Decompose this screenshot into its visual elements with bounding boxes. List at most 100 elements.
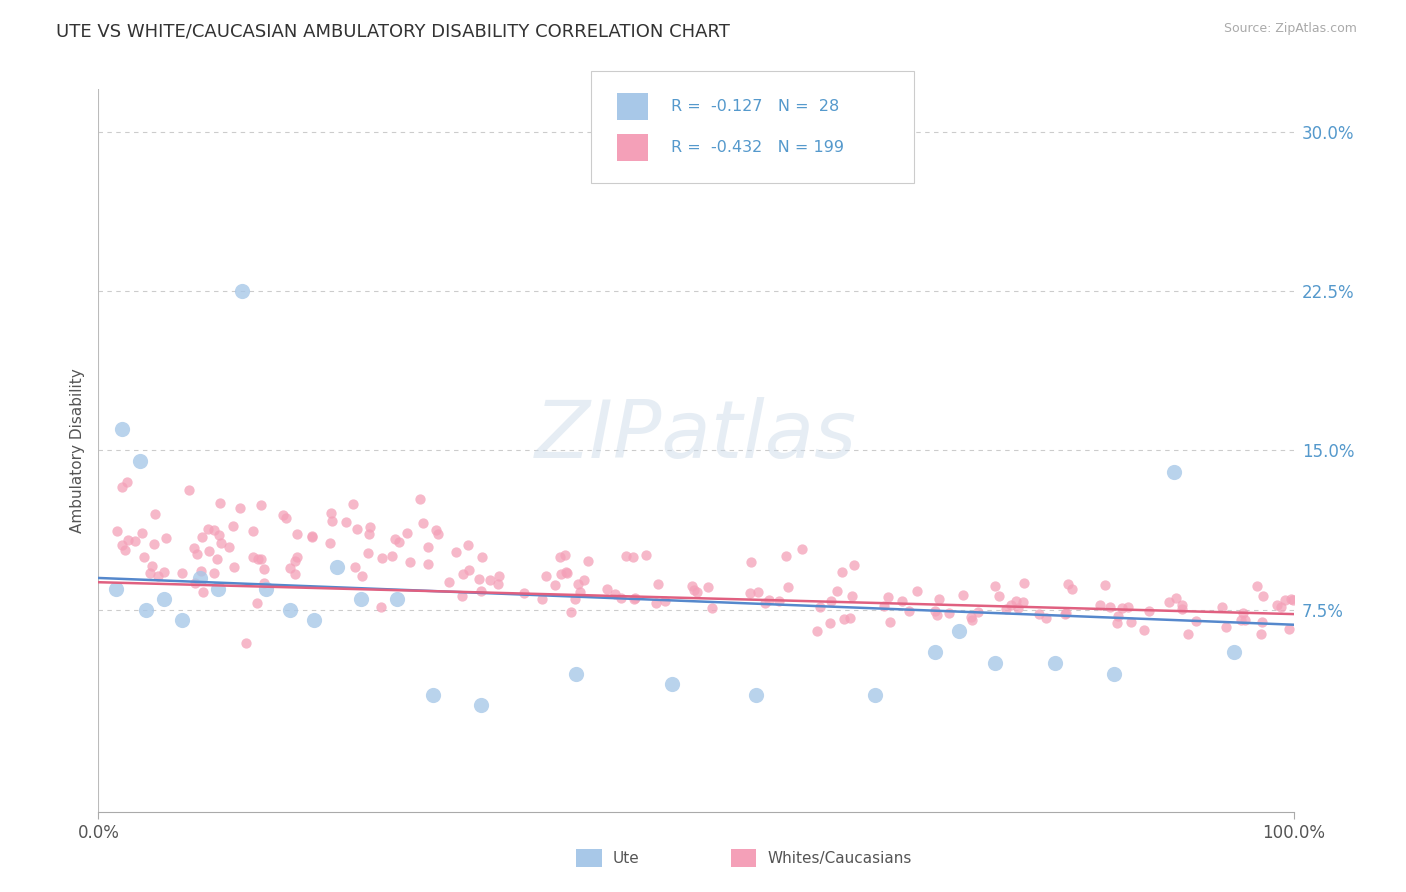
Point	[740, 556, 762, 570]
Point	[938, 606, 960, 620]
Point	[242, 524, 264, 538]
Point	[135, 603, 157, 617]
Point	[285, 549, 308, 564]
Point	[231, 284, 253, 298]
Point	[554, 565, 576, 579]
Point	[318, 536, 340, 550]
Point	[841, 589, 863, 603]
Point	[346, 522, 368, 536]
Point	[1159, 595, 1181, 609]
Point	[184, 575, 207, 590]
Point	[565, 666, 588, 681]
Point	[208, 528, 231, 542]
Point	[222, 519, 245, 533]
Point	[1104, 666, 1126, 681]
Point	[605, 587, 627, 601]
Point	[155, 532, 177, 546]
Point	[395, 526, 418, 541]
Point	[399, 555, 422, 569]
Point	[384, 532, 406, 546]
Point	[425, 523, 447, 537]
Point	[381, 549, 404, 563]
Point	[457, 563, 479, 577]
Point	[879, 615, 901, 629]
Point	[1000, 598, 1022, 612]
Point	[218, 540, 240, 554]
Point	[1137, 604, 1160, 618]
Y-axis label: Ambulatory Disability: Ambulatory Disability	[69, 368, 84, 533]
Point	[1251, 589, 1274, 603]
Point	[1012, 595, 1035, 609]
Point	[409, 491, 432, 506]
Point	[278, 603, 301, 617]
Point	[544, 577, 567, 591]
Point	[139, 566, 162, 581]
Point	[924, 645, 946, 659]
Point	[359, 520, 381, 534]
Point	[115, 475, 138, 490]
Point	[1107, 608, 1129, 623]
Point	[745, 688, 768, 702]
Point	[1185, 614, 1208, 628]
Point	[471, 549, 494, 564]
Point	[555, 566, 578, 580]
Point	[1246, 579, 1268, 593]
Point	[995, 602, 1018, 616]
Point	[1277, 622, 1299, 636]
Point	[768, 594, 790, 608]
Text: ZIPatlas: ZIPatlas	[534, 397, 858, 475]
Point	[1229, 613, 1251, 627]
Point	[1054, 606, 1077, 620]
Point	[371, 550, 394, 565]
Point	[249, 551, 271, 566]
Point	[1171, 598, 1194, 612]
Point	[564, 591, 586, 606]
Point	[1211, 599, 1233, 614]
Point	[550, 566, 572, 581]
Point	[984, 656, 1007, 670]
Point	[343, 560, 366, 574]
Point	[271, 508, 294, 523]
Point	[111, 422, 134, 436]
Point	[928, 591, 950, 606]
Point	[146, 569, 169, 583]
Point	[205, 551, 228, 566]
Point	[550, 549, 572, 564]
Point	[188, 571, 211, 585]
Point	[186, 547, 208, 561]
Point	[451, 589, 474, 603]
Point	[681, 579, 703, 593]
Point	[321, 514, 343, 528]
Point	[446, 545, 468, 559]
Point	[700, 600, 723, 615]
Point	[208, 496, 231, 510]
Point	[952, 588, 974, 602]
Point	[905, 584, 928, 599]
Point	[614, 549, 637, 564]
Point	[572, 573, 595, 587]
Point	[560, 606, 582, 620]
Point	[488, 568, 510, 582]
Point	[1270, 599, 1292, 614]
Point	[1250, 615, 1272, 629]
Point	[1265, 598, 1288, 612]
Point	[1053, 607, 1076, 622]
Point	[153, 592, 176, 607]
Point	[1250, 627, 1272, 641]
Point	[825, 584, 848, 599]
Point	[567, 576, 589, 591]
Point	[623, 592, 645, 607]
Point	[253, 575, 276, 590]
Point	[654, 594, 676, 608]
Point	[357, 546, 380, 560]
Point	[437, 574, 460, 589]
Text: R =  -0.432   N = 199: R = -0.432 N = 199	[671, 140, 844, 154]
Point	[153, 565, 176, 579]
Point	[1028, 607, 1050, 621]
Point	[457, 538, 479, 552]
Point	[967, 605, 990, 619]
Point	[1282, 593, 1305, 607]
Text: Ute: Ute	[613, 851, 640, 865]
Point	[1170, 602, 1192, 616]
Point	[877, 590, 900, 604]
